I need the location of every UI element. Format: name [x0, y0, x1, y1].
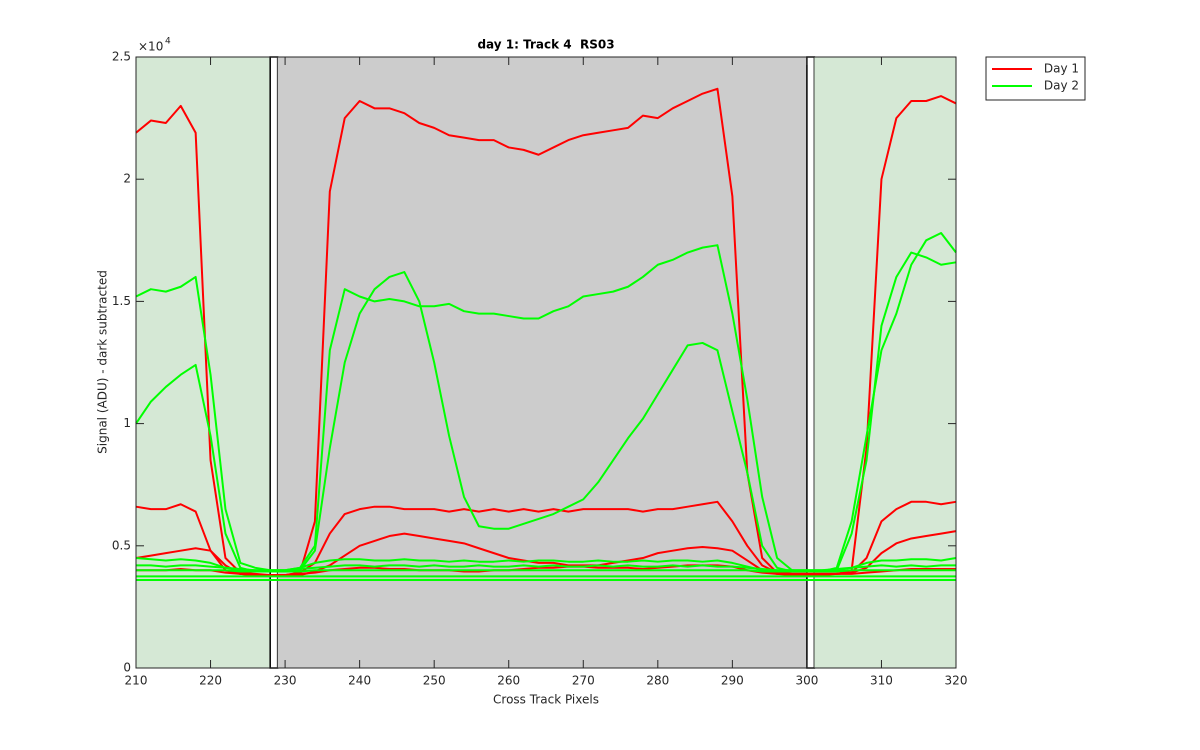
- x-tick-label: 230: [274, 674, 297, 688]
- data-line: [136, 564, 956, 577]
- x-tick-label: 310: [870, 674, 893, 688]
- legend-label: Day 2: [1044, 79, 1079, 93]
- chart-title: day 1: Track 4 RS03: [477, 38, 614, 52]
- x-tick-label: 300: [795, 674, 818, 688]
- x-tick-label: 320: [945, 674, 968, 688]
- y-tick-label: 0.5: [112, 538, 131, 552]
- x-tick-label: 270: [572, 674, 595, 688]
- x-tick-label: 260: [497, 674, 520, 688]
- x-axis-label: Cross Track Pixels: [493, 693, 599, 707]
- legend-box: [985, 56, 1086, 101]
- x-tick-label: 250: [423, 674, 446, 688]
- x-tick-label: 210: [125, 674, 148, 688]
- y-exponent-base: ×10: [138, 40, 163, 54]
- x-tick-label: 280: [646, 674, 669, 688]
- y-tick-label: 2.5: [112, 50, 131, 64]
- y-tick-label: 0: [123, 661, 131, 675]
- y-tick-label: 1: [123, 416, 131, 430]
- x-tick-label: 290: [721, 674, 744, 688]
- y-tick-label: 1.5: [112, 294, 131, 308]
- y-exponent-power: 4: [165, 37, 171, 47]
- data-line: [136, 564, 956, 572]
- y-tick-label: 2: [123, 172, 131, 186]
- legend-label: Day 1: [1044, 62, 1079, 76]
- y-axis-label: Signal (ADU) - dark subtracted: [96, 270, 110, 454]
- x-tick-label: 220: [199, 674, 222, 688]
- axes-box: [135, 56, 957, 669]
- plot-area: [135, 56, 957, 669]
- data-line: [136, 569, 956, 573]
- x-tick-label: 240: [348, 674, 371, 688]
